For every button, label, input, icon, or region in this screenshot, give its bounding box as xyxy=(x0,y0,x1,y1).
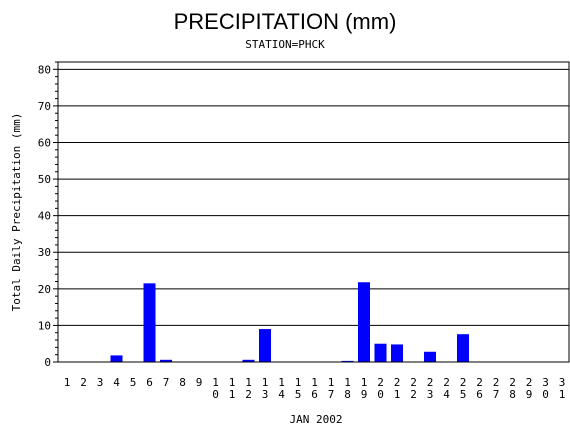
bar-day-25 xyxy=(457,334,469,362)
x-tick-label: 5 xyxy=(130,376,137,389)
x-tick-label: 7 xyxy=(328,388,335,401)
x-tick-label: 3 xyxy=(97,376,104,389)
x-tick-label: 1 xyxy=(64,376,71,389)
x-tick-label: 2 xyxy=(80,376,87,389)
bars xyxy=(110,282,469,362)
x-axis-label: JAN 2002 xyxy=(290,413,343,426)
x-tick-label: 2 xyxy=(443,376,450,389)
y-tick-label: 20 xyxy=(38,283,51,296)
y-tick-label: 80 xyxy=(38,63,51,76)
x-tick-label: 8 xyxy=(509,388,516,401)
x-tick-label: 1 xyxy=(229,376,236,389)
x-tick-label: 1 xyxy=(229,388,236,401)
x-tick-label: 7 xyxy=(493,388,500,401)
bar-day-23 xyxy=(424,351,436,362)
x-tick-label: 2 xyxy=(427,376,434,389)
y-tick-label: 60 xyxy=(38,136,51,149)
x-tick-label: 1 xyxy=(344,376,351,389)
y-tick-label: 30 xyxy=(38,246,51,259)
x-tick-label: 1 xyxy=(559,388,566,401)
bar-day-21 xyxy=(391,344,403,362)
x-tick-label: 8 xyxy=(179,376,186,389)
bar-day-12 xyxy=(242,359,255,362)
x-tick-label: 1 xyxy=(295,376,302,389)
x-tick-label: 1 xyxy=(394,388,401,401)
y-axis-label: Total Daily Precipitation (mm) xyxy=(10,113,23,312)
x-tick-label: 2 xyxy=(377,376,384,389)
x-tick-label: 3 xyxy=(542,376,549,389)
x-tick-label: 3 xyxy=(262,388,269,401)
x-tick-label: 1 xyxy=(278,376,285,389)
bar-day-4 xyxy=(110,355,123,362)
x-tick-label: 1 xyxy=(262,376,269,389)
x-tick-label: 9 xyxy=(526,388,533,401)
x-tick-label: 6 xyxy=(311,388,318,401)
chart-subtitle: STATION=PHCK xyxy=(245,38,325,51)
bar-day-7 xyxy=(160,359,172,362)
x-tick-label: 2 xyxy=(460,376,467,389)
y-tick-label: 0 xyxy=(44,356,51,369)
x-tick-label: 2 xyxy=(410,388,417,401)
x-tick-label: 1 xyxy=(245,376,252,389)
bar-day-18 xyxy=(341,360,354,362)
x-axis: 1 2 3 4 5 6 7 8 9 1011121314151617181920212223242… xyxy=(64,376,566,401)
y-tick-label: 40 xyxy=(38,210,51,223)
y-tick-label: 70 xyxy=(38,100,51,113)
bar-day-19 xyxy=(358,282,370,362)
x-tick-label: 3 xyxy=(427,388,434,401)
x-tick-label: 1 xyxy=(212,376,219,389)
y-tick-label: 50 xyxy=(38,173,51,186)
chart-title: PRECIPITATION (mm) xyxy=(174,9,397,34)
x-tick-label: 2 xyxy=(476,376,483,389)
x-tick-label: 2 xyxy=(493,376,500,389)
x-tick-label: 4 xyxy=(443,388,450,401)
x-tick-label: 1 xyxy=(311,376,318,389)
x-tick-label: 2 xyxy=(509,376,516,389)
x-tick-label: 2 xyxy=(410,376,417,389)
x-tick-label: 1 xyxy=(361,376,368,389)
x-tick-label: 7 xyxy=(163,376,170,389)
x-tick-label: 6 xyxy=(146,376,153,389)
x-tick-label: 2 xyxy=(245,388,252,401)
x-tick-label: 8 xyxy=(344,388,351,401)
x-tick-label: 5 xyxy=(295,388,302,401)
x-tick-label: 0 xyxy=(542,388,549,401)
x-tick-label: 3 xyxy=(559,376,566,389)
x-tick-label: 9 xyxy=(361,388,368,401)
x-tick-label: 2 xyxy=(394,376,401,389)
x-tick-label: 0 xyxy=(212,388,219,401)
x-tick-label: 0 xyxy=(377,388,384,401)
x-tick-label: 6 xyxy=(476,388,483,401)
bar-day-13 xyxy=(259,329,271,362)
bar-day-20 xyxy=(374,343,387,362)
x-tick-label: 4 xyxy=(113,376,120,389)
x-tick-label: 4 xyxy=(278,388,285,401)
x-tick-label: 1 xyxy=(328,376,335,389)
x-tick-label: 5 xyxy=(460,388,467,401)
y-tick-label: 10 xyxy=(38,319,51,332)
y-axis: 0 10 20 30 40 50 60 70 80 xyxy=(38,61,58,369)
plot-frame xyxy=(57,61,570,363)
bar-day-6 xyxy=(143,283,156,362)
gridlines xyxy=(58,68,569,326)
x-tick-label: 9 xyxy=(196,376,203,389)
x-tick-label: 2 xyxy=(526,376,533,389)
